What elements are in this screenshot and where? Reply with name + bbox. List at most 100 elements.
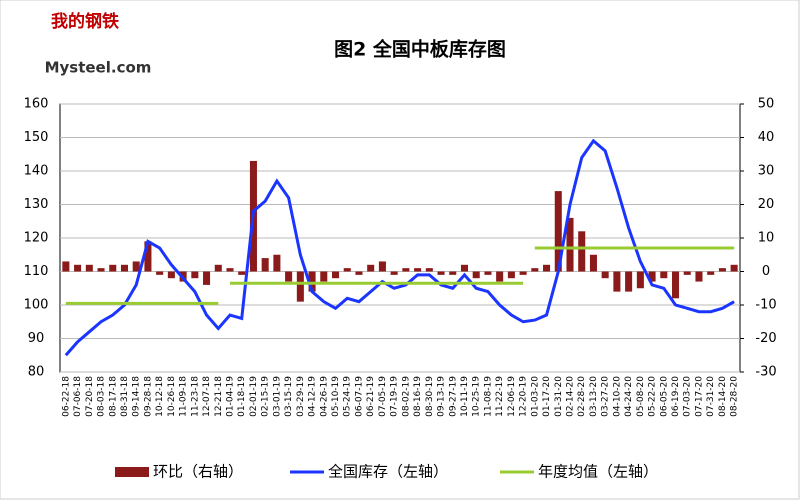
x-tick-label: 08-14-20 bbox=[718, 376, 728, 417]
bar bbox=[332, 271, 340, 279]
bar bbox=[589, 254, 597, 272]
bar bbox=[74, 264, 82, 272]
average-line bbox=[65, 246, 735, 305]
x-tick-label: 01-04-19 bbox=[226, 376, 236, 417]
x-tick-label: 12-21-18 bbox=[214, 376, 224, 417]
bar bbox=[496, 271, 504, 282]
y-tick-label: 120 bbox=[24, 231, 49, 246]
x-tick-label: 03-15-19 bbox=[284, 376, 294, 417]
x-tick-label: 06-05-20 bbox=[659, 376, 669, 417]
x-tick-label: 02-14-20 bbox=[566, 376, 576, 417]
y2-tick-label: 0 bbox=[762, 264, 770, 279]
x-tick-label: 11-23-18 bbox=[190, 376, 200, 417]
bar bbox=[343, 268, 351, 272]
bar bbox=[156, 271, 164, 275]
x-tick-label: 07-17-20 bbox=[694, 376, 704, 417]
x-tick-label: 01-03-20 bbox=[530, 376, 540, 417]
y2-tick-label: 30 bbox=[758, 164, 775, 179]
x-tick-label: 07-20-18 bbox=[85, 376, 95, 417]
bar bbox=[578, 231, 586, 272]
x-tick-label: 07-31-20 bbox=[706, 376, 716, 417]
x-tick-label: 10-26-18 bbox=[167, 376, 177, 417]
x-tick-label: 09-14-18 bbox=[132, 376, 142, 417]
x-tick-label: 12-06-19 bbox=[507, 376, 517, 417]
bar bbox=[238, 271, 246, 275]
bar bbox=[730, 264, 738, 272]
legend-label: 环比（右轴） bbox=[153, 463, 243, 481]
y-tick-label: 130 bbox=[24, 197, 49, 212]
x-tick-label: 08-03-18 bbox=[97, 376, 107, 417]
y-tick-label: 150 bbox=[24, 130, 49, 145]
bar bbox=[273, 254, 281, 272]
bar bbox=[85, 264, 93, 272]
bar bbox=[449, 271, 457, 275]
bar bbox=[672, 271, 680, 299]
bar bbox=[425, 268, 433, 272]
x-tick-label: 12-07-18 bbox=[202, 376, 212, 417]
bar bbox=[144, 241, 152, 272]
bar bbox=[132, 261, 140, 272]
bar bbox=[296, 271, 304, 302]
bar bbox=[167, 271, 175, 279]
x-tick-label: 01-17-20 bbox=[542, 376, 552, 417]
x-tick-label: 09-27-19 bbox=[448, 376, 458, 417]
x-tick-label: 05-24-19 bbox=[343, 376, 353, 417]
bar bbox=[261, 258, 269, 272]
x-tick-label: 04-26-19 bbox=[319, 376, 329, 417]
bar bbox=[601, 271, 609, 279]
bar bbox=[472, 271, 480, 279]
x-tick-label: 05-22-20 bbox=[648, 376, 658, 417]
legend-label: 全国库存（左轴） bbox=[328, 463, 448, 481]
bar bbox=[308, 271, 316, 292]
x-tick-label: 10-12-18 bbox=[155, 376, 165, 417]
x-tick-label: 08-16-19 bbox=[413, 376, 423, 417]
line bbox=[64, 138, 735, 357]
y2-tick-label: -10 bbox=[755, 298, 776, 313]
x-tick-label: 11-08-19 bbox=[483, 376, 493, 417]
bar bbox=[320, 271, 328, 282]
bar bbox=[414, 268, 422, 272]
bar bbox=[543, 264, 551, 272]
bar bbox=[613, 271, 621, 292]
y-tick-label: 100 bbox=[24, 298, 49, 313]
bar bbox=[566, 217, 574, 272]
x-tick-label: 07-05-19 bbox=[378, 376, 388, 417]
y2-tick-label: 40 bbox=[758, 130, 775, 145]
y2-tick-label: -30 bbox=[755, 365, 776, 380]
bar bbox=[437, 271, 445, 275]
bar bbox=[97, 268, 105, 272]
bar bbox=[707, 271, 715, 275]
x-tick-label: 06-19-20 bbox=[671, 376, 681, 417]
x-tick-label: 04-10-20 bbox=[612, 376, 622, 417]
x-tick-label: 03-27-20 bbox=[601, 376, 611, 417]
bar bbox=[120, 264, 128, 272]
bar bbox=[519, 271, 527, 275]
bar bbox=[62, 261, 70, 272]
x-tick-label: 10-25-19 bbox=[472, 376, 482, 417]
bar bbox=[484, 271, 492, 275]
chart-title: 图2 全国中板库存图 bbox=[334, 38, 506, 61]
bar bbox=[695, 271, 703, 282]
x-tick-label: 03-01-19 bbox=[272, 376, 282, 417]
bar bbox=[460, 264, 468, 272]
bar bbox=[109, 264, 117, 272]
bar bbox=[683, 271, 691, 275]
legend-swatch bbox=[115, 467, 149, 477]
bar bbox=[554, 191, 562, 272]
x-tick-label: 01-31-20 bbox=[554, 376, 564, 417]
logo-en: Mysteel.com bbox=[45, 59, 152, 77]
bar bbox=[355, 271, 363, 275]
bar bbox=[660, 271, 668, 279]
bar bbox=[203, 271, 211, 285]
x-tick-label: 07-19-19 bbox=[390, 376, 400, 417]
bar bbox=[636, 271, 644, 289]
bar bbox=[214, 264, 222, 272]
x-tick-label: 09-13-19 bbox=[437, 376, 447, 417]
bar bbox=[226, 268, 234, 272]
bar bbox=[390, 271, 398, 275]
y-tick-label: 90 bbox=[28, 331, 45, 346]
x-tick-label: 11-09-18 bbox=[179, 376, 189, 417]
bar bbox=[191, 271, 199, 279]
x-tick-label: 11-22-19 bbox=[495, 376, 505, 417]
x-tick-label: 02-15-19 bbox=[261, 376, 271, 417]
